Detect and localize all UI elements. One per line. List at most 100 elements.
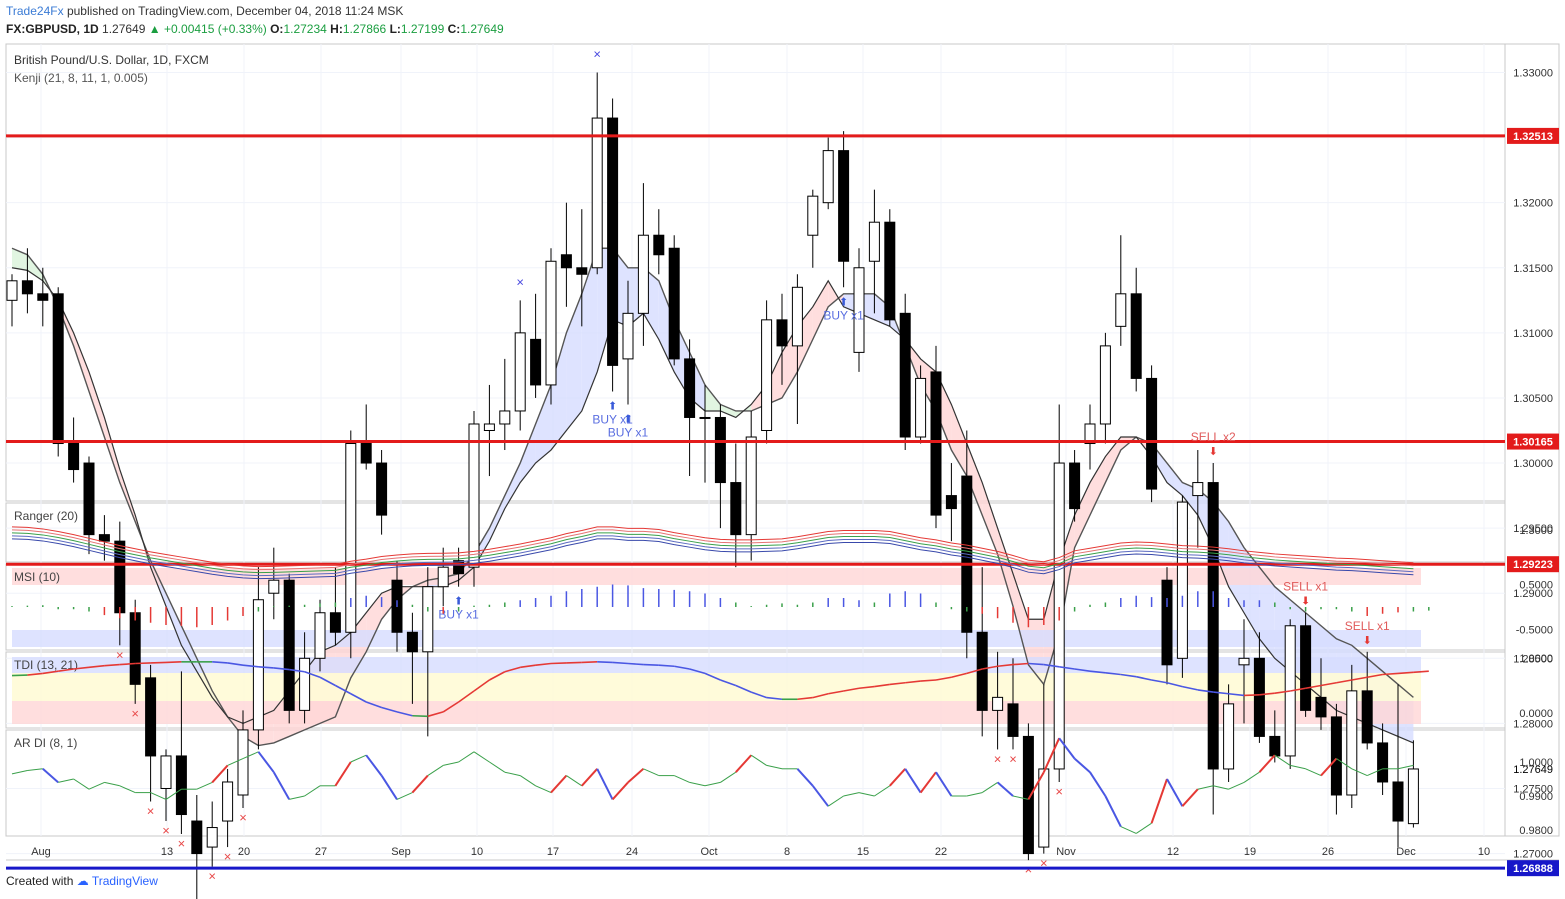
candle <box>268 579 280 594</box>
ardi-line-segment <box>1089 771 1107 797</box>
sell-cross-marker: × <box>516 274 524 289</box>
candle <box>237 729 249 796</box>
candle <box>283 579 295 711</box>
tdi-line-segment <box>289 668 305 673</box>
tdi-line-segment <box>27 672 43 676</box>
tdi-line-segment <box>104 663 120 667</box>
tdi-line-segment <box>1089 670 1106 674</box>
kenji-cloud <box>720 404 736 418</box>
ardi-line-segment <box>1320 757 1338 777</box>
x-tick-label: 10 <box>471 846 483 858</box>
published-text: published on TradingView.com, December 0… <box>66 4 404 18</box>
buy-cross-marker: × <box>147 804 155 819</box>
tdi-line-segment <box>1351 676 1368 681</box>
tdi-line-segment <box>381 706 398 713</box>
tdi-line-segment <box>905 680 921 684</box>
candle <box>899 312 911 438</box>
tdi-line-segment <box>1059 666 1075 670</box>
candle <box>191 820 203 855</box>
tdi-line-segment <box>319 676 336 687</box>
y-tick-label: 1.30500 <box>1513 393 1553 405</box>
candle <box>684 358 696 418</box>
ardi-line-segment <box>796 768 814 787</box>
candle <box>83 462 95 536</box>
candle <box>1146 377 1158 490</box>
y-tick-label: 1.27500 <box>1513 783 1553 795</box>
ardi-line-segment <box>704 781 721 787</box>
tdi-line-segment <box>473 679 490 692</box>
candle <box>884 221 896 321</box>
tdi-zone-high <box>12 657 1421 673</box>
candle <box>915 377 927 438</box>
tdi-line-segment <box>150 661 167 664</box>
tdi-line-segment <box>489 671 506 681</box>
candle <box>1022 735 1034 855</box>
ardi-line-segment <box>489 761 506 773</box>
candle <box>853 267 865 353</box>
x-tick-label: Sep <box>391 846 411 858</box>
tdi-line-segment <box>1382 672 1399 676</box>
sub-panel-title: MSI (10) <box>14 570 60 584</box>
tdi-line-segment <box>1105 672 1121 676</box>
tradingview-logo-icon[interactable]: ☁ <box>76 874 89 888</box>
candle <box>1192 482 1204 497</box>
tdi-line-segment <box>58 668 74 672</box>
ardi-line-segment <box>1150 778 1168 824</box>
kenji-cloud <box>489 495 505 542</box>
created-with-text: Created with <box>6 874 74 888</box>
tdi-line-segment <box>627 662 644 666</box>
tdi-line-segment <box>1336 679 1352 684</box>
candle <box>1330 716 1342 796</box>
buy-cross-marker: × <box>1009 751 1017 766</box>
close-label: C: <box>447 22 461 36</box>
tdi-line-segment <box>674 665 690 670</box>
open-label: O: <box>270 22 284 36</box>
panel-frame-0 <box>5 43 1506 502</box>
kenji-cloud <box>504 463 521 509</box>
ardi-line-segment <box>1166 778 1184 807</box>
tdi-line-segment <box>1197 689 1214 693</box>
x-tick-label: 26 <box>1322 846 1334 858</box>
tdi-line-segment <box>704 672 721 681</box>
kenji-cloud <box>73 332 89 392</box>
buy-cross-marker: × <box>1055 784 1063 799</box>
buy-cross-marker: × <box>162 823 170 838</box>
ardi-line-segment <box>42 768 59 784</box>
candle <box>1238 657 1250 666</box>
tdi-line-segment <box>1182 685 1198 691</box>
ranger-band <box>11 529 1414 571</box>
ardi-line-segment <box>1305 768 1322 777</box>
tdi-line-segment <box>597 661 613 664</box>
last-price-label: 1.27649 <box>1513 764 1553 776</box>
tdi-line-segment <box>997 663 1014 668</box>
y-tick-label: 1.0000 <box>1519 757 1553 769</box>
tdi-zone-low <box>12 701 1421 724</box>
y-tick-label: 1.27000 <box>1513 849 1553 861</box>
buy-signal-label: BUY x1 <box>608 425 649 439</box>
x-tick-label: 17 <box>547 846 559 858</box>
sell-signal-label: SELL x1 <box>1345 619 1390 633</box>
ardi-line-segment <box>1012 795 1029 800</box>
ardi-line-segment <box>643 768 660 777</box>
level-price-tag <box>1507 433 1559 450</box>
ardi-line-segment <box>996 781 1014 797</box>
candle <box>1269 735 1281 757</box>
candle <box>976 631 988 711</box>
kenji-cloud <box>812 280 829 340</box>
tdi-line-segment <box>1259 692 1275 696</box>
brand-link[interactable]: Trade24Fx <box>6 4 64 18</box>
ardi-line-segment <box>257 751 275 773</box>
tdi-line-segment <box>335 684 352 695</box>
candle <box>822 150 834 204</box>
tdi-line-segment <box>966 668 983 675</box>
ardi-line-segment <box>443 761 459 766</box>
candle <box>514 332 526 412</box>
ardi-line-segment <box>874 785 891 797</box>
y-tick-label: 1.29000 <box>1513 588 1553 600</box>
tradingview-link[interactable]: TradingView <box>91 874 158 888</box>
candle <box>745 436 757 536</box>
ardi-line-segment <box>1181 788 1199 807</box>
ardi-line-segment <box>27 768 43 771</box>
y-tick-label: -0.5000 <box>1516 625 1553 637</box>
